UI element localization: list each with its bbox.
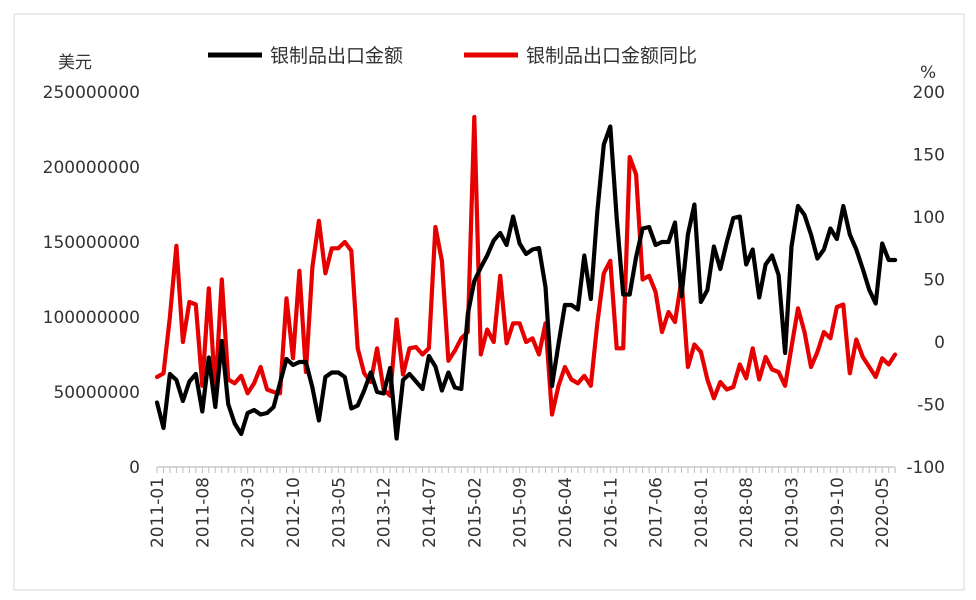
left-tick-label: 50000000 (53, 383, 140, 403)
x-tick-label: 2011-01 (148, 477, 168, 548)
x-tick-label: 2019-10 (828, 477, 848, 548)
x-tick-label: 2019-03 (783, 477, 803, 548)
right-tick-label: -50 (917, 396, 945, 416)
x-tick-label: 2015-09 (511, 477, 531, 548)
left-tick-label: 100000000 (43, 308, 140, 328)
x-tick-label: 2013-12 (375, 477, 395, 548)
x-tick-label: 2017-06 (647, 477, 667, 548)
right-tick-label: 150 (913, 146, 945, 166)
right-tick-label: -100 (906, 458, 945, 478)
left-tick-label: 0 (129, 458, 140, 478)
right-tick-label: 50 (923, 271, 945, 291)
legend-label-export-value: 银制品出口金额 (270, 45, 403, 67)
chart-frame (13, 13, 965, 591)
x-axis: 2011-01 2011-08 2012-03 2012-10 2013-05 2013-… (148, 466, 896, 548)
left-axis-unit: 美元 (58, 53, 92, 73)
x-tick-label: 2012-10 (284, 477, 304, 548)
left-axis-ticks: 250000000 200000000 150000000 100000000 5000… (43, 83, 140, 478)
series-line-export-value (154, 124, 898, 441)
x-tick-label: 2012-03 (239, 477, 259, 548)
left-tick-label: 200000000 (43, 158, 140, 178)
x-tick-label: 2018-08 (737, 477, 757, 548)
x-tick-label: 2015-02 (465, 477, 485, 548)
right-tick-label: 100 (913, 208, 945, 228)
x-tick-label: 2018-01 (692, 477, 712, 548)
x-tick-label: 2014-07 (420, 477, 440, 548)
x-tick-label: 2016-11 (601, 477, 621, 548)
chart-border (13, 13, 965, 591)
legend-label-export-yoy: 银制品出口金额同比 (526, 45, 697, 67)
right-axis-ticks: 200 150 100 50 0 -50 -100 (906, 83, 945, 478)
series-line-export-yoy (154, 114, 898, 417)
x-tick-label: 2011-08 (193, 477, 213, 548)
legend: 银制品出口金额 银制品出口金额同比 (208, 45, 697, 67)
right-axis-unit: % (920, 63, 936, 83)
x-tick-label: 2016-04 (556, 477, 576, 548)
x-tick-label: 2020-05 (873, 477, 893, 548)
x-tick-label: 2013-05 (329, 477, 349, 548)
series-layer (154, 114, 898, 441)
right-tick-label: 0 (934, 333, 945, 353)
left-tick-label: 250000000 (43, 83, 140, 103)
left-tick-label: 150000000 (43, 233, 140, 253)
right-tick-label: 200 (913, 83, 945, 103)
